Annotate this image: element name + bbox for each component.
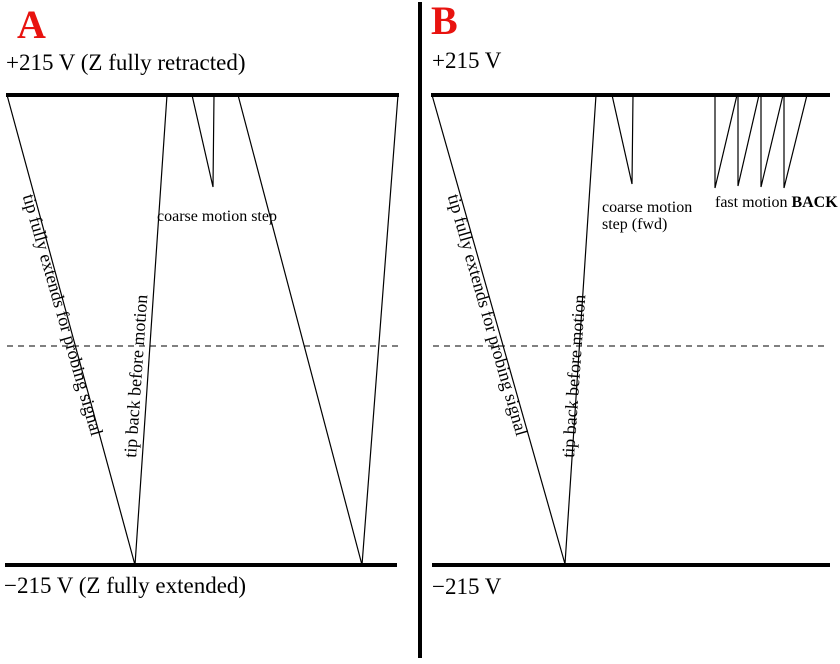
panel-B-waveform-segment-5 xyxy=(783,94,808,189)
panel-A-waveform-segment-1 xyxy=(191,94,215,188)
fast-back-regular: fast motion xyxy=(715,194,792,211)
panel-b-top-voltage: +215 V xyxy=(432,48,502,73)
panel-A-waveform-segment-0 xyxy=(6,94,168,566)
panel-a-bottom-voltage: −215 V (Z fully extended) xyxy=(4,573,247,598)
panel-a-coarse-step-label: coarse motion step xyxy=(157,208,277,225)
panel-b-letter: B xyxy=(431,0,458,43)
panel-a-letter: A xyxy=(17,2,46,47)
fast-back-bold: BACK xyxy=(791,194,838,211)
panel-B-waveform-segment-3 xyxy=(737,94,760,187)
panel-B-waveform-segment-2 xyxy=(714,94,738,189)
panel-b-fast-back-label: fast motion BACK xyxy=(715,194,838,212)
coarse-step-line1: coarse motion xyxy=(602,199,693,216)
coarse-step-line2: step (fwd) xyxy=(602,215,668,233)
panel-A-waveform-segment-2 xyxy=(237,94,399,566)
panel-b-bottom-voltage: −215 V xyxy=(432,574,502,599)
panel-B-waveform-segment-1 xyxy=(611,94,634,185)
panel-b-coarse-step-label: coarse motion step (fwd) xyxy=(602,199,693,234)
panel-a-top-voltage: +215 V (Z fully retracted) xyxy=(6,50,246,75)
panel-B-waveform-segment-0 xyxy=(431,94,597,565)
panel-B-waveform-segment-4 xyxy=(760,94,784,188)
